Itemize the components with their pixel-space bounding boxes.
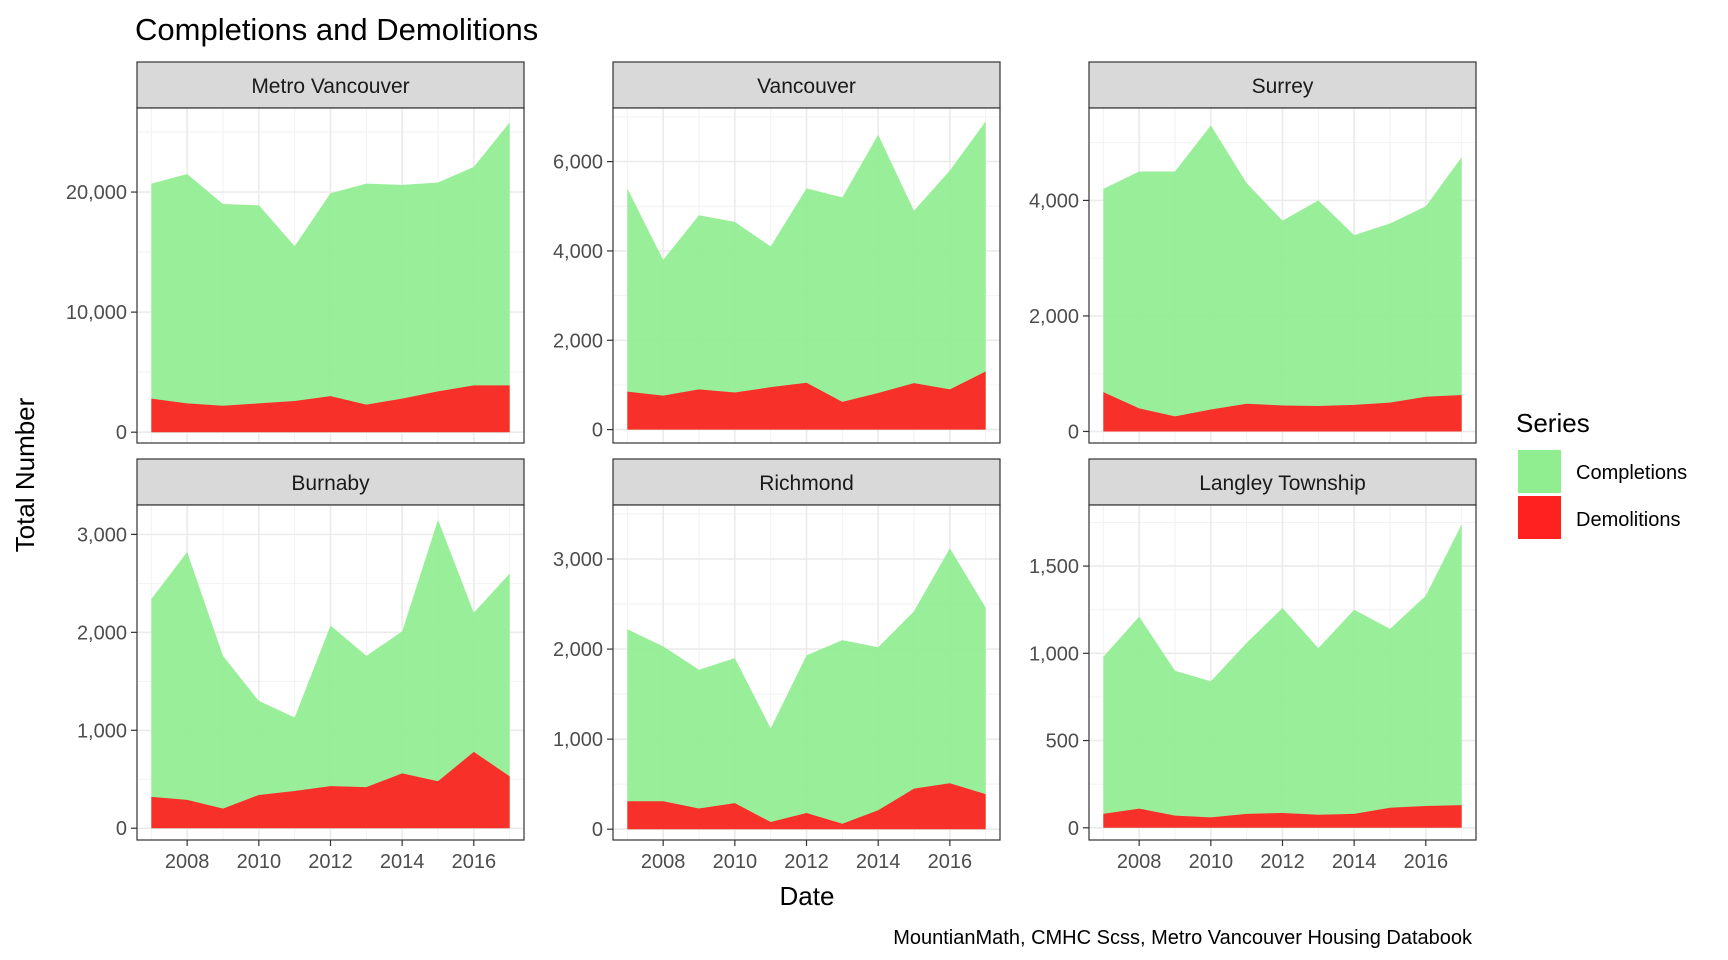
y-tick-label: 1,500 (1029, 556, 1079, 578)
area-completions-metro-vancouver (151, 122, 510, 433)
x-tick-label: 2014 (856, 851, 901, 873)
y-tick-label: 0 (116, 818, 127, 840)
y-tick-label: 2,000 (77, 622, 127, 644)
area-demolitions-vancouver (627, 371, 986, 430)
x-tick-label: 2016 (1404, 851, 1449, 873)
x-tick-label: 2014 (1332, 851, 1377, 873)
x-tick-label: 2012 (308, 851, 353, 873)
area-demolitions-langley-township (1103, 805, 1462, 828)
y-tick-label: 20,000 (66, 182, 127, 204)
y-tick-label: 4,000 (553, 241, 603, 263)
area-demolitions-surrey (1103, 392, 1462, 432)
legend-label-completions: Completions (1576, 462, 1687, 484)
legend-key-demolitions (1518, 496, 1561, 539)
x-tick-label: 2010 (237, 851, 282, 873)
y-tick-label: 4,000 (1029, 190, 1079, 212)
y-tick-label: 1,000 (1029, 643, 1079, 665)
strip-label-burnaby: Burnaby (291, 472, 370, 495)
y-tick-label: 0 (1068, 818, 1079, 840)
area-completions-surrey (1103, 125, 1462, 432)
y-tick-label: 0 (116, 422, 127, 444)
strip-metro-vancouver (136, 61, 525, 109)
facet-panels: Metro Vancouver 0 10,000 20,000 Vancouver 0 2,… (66, 61, 1477, 873)
x-tick-label: 2016 (452, 851, 497, 873)
panel-border (136, 107, 525, 444)
x-tick-label: 2008 (1117, 851, 1162, 873)
x-tick-label: 2010 (1189, 851, 1234, 873)
y-tick-label: 3,000 (553, 549, 603, 571)
y-tick-label: 6,000 (553, 152, 603, 174)
strip-surrey (1088, 61, 1477, 109)
panel-richmond: Richmond 0 1,000 2,000 3,000 2008 2010 2012 2014… (553, 458, 1001, 873)
panel-vancouver: Vancouver 0 2,000 4,000 6,000 (553, 61, 1001, 444)
area-completions-burnaby (151, 519, 510, 829)
x-tick-label: 2008 (165, 851, 210, 873)
x-tick-label: 2008 (641, 851, 686, 873)
panel-border (612, 107, 1001, 444)
panel-metro-vancouver: Metro Vancouver 0 10,000 20,000 (66, 61, 525, 444)
y-tick-label: 1,000 (553, 729, 603, 751)
panel-border (1088, 107, 1477, 444)
strip-langley-township (1088, 458, 1477, 506)
area-demolitions-burnaby (151, 751, 510, 829)
legend-title: Series (1516, 408, 1590, 438)
y-tick-label: 1,000 (77, 720, 127, 742)
y-tick-label: 0 (1068, 421, 1079, 443)
legend-key-completions (1518, 450, 1561, 493)
legend-label-demolitions: Demolitions (1576, 509, 1680, 531)
x-tick-label: 2012 (1260, 851, 1305, 873)
strip-vancouver (612, 61, 1001, 109)
area-demolitions-richmond (627, 783, 986, 830)
area-demolitions-metro-vancouver (151, 385, 510, 433)
x-axis-title: Date (780, 881, 835, 911)
chart-title: Completions and Demolitions (135, 12, 538, 47)
panel-langley-township: Langley Township 0 500 1,000 1,500 2008 2010 20… (1029, 458, 1477, 873)
x-tick-label: 2014 (380, 851, 425, 873)
legend: Series Completions Demolitions (1516, 408, 1687, 539)
y-tick-label: 2,000 (553, 639, 603, 661)
y-axis-title: Total Number (10, 397, 40, 552)
strip-label-vancouver: Vancouver (757, 75, 856, 98)
area-completions-richmond (627, 548, 986, 830)
y-tick-label: 500 (1046, 731, 1079, 753)
panel-surrey: Surrey 0 2,000 4,000 (1029, 61, 1477, 444)
y-tick-label: 10,000 (66, 302, 127, 324)
y-tick-label: 2,000 (1029, 306, 1079, 328)
y-tick-label: 2,000 (553, 330, 603, 352)
strip-label-richmond: Richmond (759, 472, 854, 495)
panel-burnaby: Burnaby 0 1,000 2,000 3,000 2008 2010 2012 2014 2… (77, 458, 525, 873)
y-tick-label: 0 (592, 819, 603, 841)
strip-burnaby (136, 458, 525, 506)
strip-label-metro-vancouver: Metro Vancouver (251, 75, 409, 98)
area-completions-langley-township (1103, 524, 1462, 828)
y-tick-label: 0 (592, 420, 603, 442)
x-tick-label: 2010 (713, 851, 758, 873)
area-completions-vancouver (627, 121, 986, 430)
chart-caption: MountianMath, CMHC Scss, Metro Vancouver… (893, 927, 1473, 949)
y-tick-label: 3,000 (77, 524, 127, 546)
x-tick-label: 2016 (928, 851, 973, 873)
strip-label-langley-township: Langley Township (1199, 472, 1366, 495)
x-tick-label: 2012 (784, 851, 829, 873)
strip-label-surrey: Surrey (1252, 75, 1314, 98)
